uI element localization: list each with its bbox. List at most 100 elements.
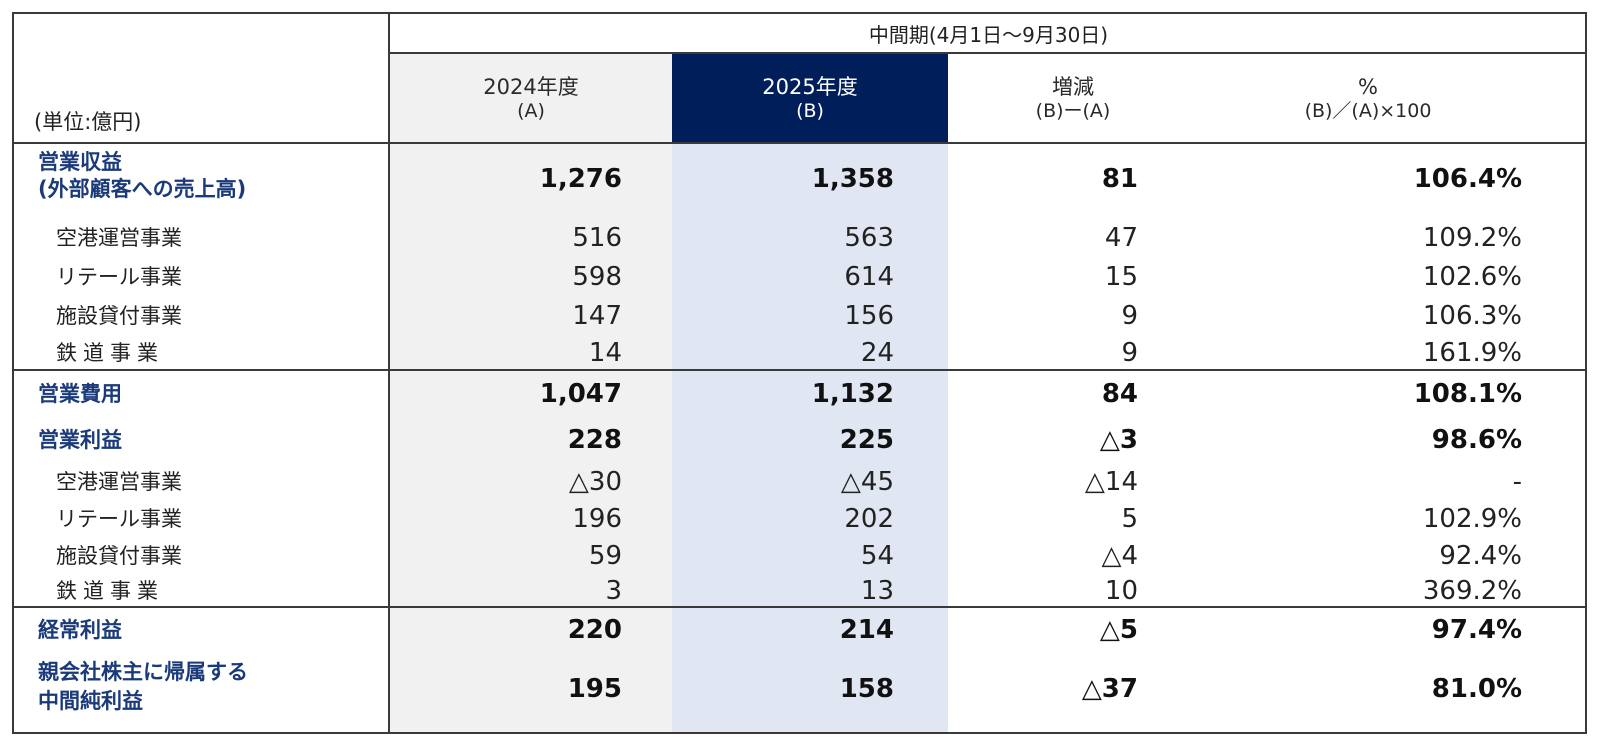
table-row-retail-revenue: リテール事業 598 614 15 102.6%: [14, 259, 1585, 297]
cell-2025: 563: [844, 223, 894, 253]
column-b-background: [672, 144, 948, 732]
row-label: 営業利益: [38, 428, 122, 452]
cell-2024: 1,276: [539, 164, 622, 194]
table-row-retail-income: リテール事業 196 202 5 102.9%: [14, 502, 1585, 538]
cell-2024: △30: [568, 467, 622, 497]
cell-change: △4: [1101, 541, 1138, 571]
column-b-header-background: [672, 54, 948, 144]
table-row-operating-revenue: 営業収益 (外部顧客への売上高) 1,276 1,358 81 106.4%: [14, 146, 1585, 216]
cell-2025: 158: [839, 674, 894, 704]
cell-2025: 156: [844, 301, 894, 331]
table-row-railway-revenue: 鉄道事業 14 24 9 161.9%: [14, 337, 1585, 369]
table-row-airport-revenue: 空港運営事業 516 563 47 109.2%: [14, 220, 1585, 258]
column-header-percent: % (B)／(A)×100: [1198, 54, 1538, 144]
cell-2024: 147: [572, 301, 622, 331]
cell-2025: 1,132: [811, 379, 894, 409]
cell-percent: 81.0%: [1431, 674, 1522, 704]
cell-change: 84: [1101, 379, 1138, 409]
table-row-net-income: 親会社株主に帰属する 中間純利益 195 158 △37 81.0%: [14, 656, 1585, 730]
column-title: 増減: [1052, 75, 1094, 99]
cell-change: △5: [1099, 615, 1138, 645]
cell-2024: 195: [567, 674, 622, 704]
cell-percent: 369.2%: [1422, 576, 1522, 606]
cell-2024: 228: [567, 425, 622, 455]
cell-change: △37: [1081, 674, 1138, 704]
column-title: 2025年度: [762, 75, 858, 99]
row-label: 施設貸付事業: [56, 544, 182, 568]
period-header-divider: [388, 52, 1585, 54]
table-row-ordinary-income: 経常利益 220 214 △5 97.4%: [14, 612, 1585, 654]
cell-change: 5: [1121, 504, 1138, 534]
table-row-operating-expenses: 営業費用 1,047 1,132 84 108.1%: [14, 375, 1585, 417]
cell-2025: 1,358: [811, 164, 894, 194]
table-row-facility-income: 施設貸付事業 59 54 △4 92.4%: [14, 539, 1585, 575]
cell-2024: 59: [588, 541, 622, 571]
column-header-2025: 2025年度 (B): [672, 54, 948, 144]
column-header-2024: 2024年度 (A): [390, 54, 672, 144]
cell-percent: 92.4%: [1439, 541, 1522, 571]
table-row-airport-income: 空港運営事業 △30 △45 △14 -: [14, 465, 1585, 501]
row-label: 鉄道事業: [56, 341, 164, 365]
cell-change: △14: [1084, 467, 1138, 497]
cell-percent: 106.4%: [1413, 164, 1522, 194]
column-subtitle: (A): [517, 100, 545, 122]
header-body-divider: [14, 142, 1585, 144]
cell-2024: 516: [572, 223, 622, 253]
cell-percent: 97.4%: [1431, 615, 1522, 645]
row-label: 施設貸付事業: [56, 304, 182, 328]
row-label-line2: (外部顧客への売上高): [38, 177, 247, 201]
column-subtitle: (B)／(A)×100: [1304, 100, 1432, 122]
period-header: 中間期(4月1日～9月30日): [868, 22, 1109, 47]
section-divider-operating: [14, 606, 1585, 608]
cell-change: 9: [1121, 301, 1138, 331]
cell-change: 47: [1104, 223, 1138, 253]
cell-2025: 54: [860, 541, 894, 571]
cell-2025: 13: [860, 576, 894, 606]
row-label: 空港運営事業: [56, 470, 182, 494]
cell-2024: 14: [588, 338, 622, 368]
cell-percent: 109.2%: [1422, 223, 1522, 253]
row-label: 営業費用: [38, 382, 122, 406]
cell-percent: 102.6%: [1422, 262, 1522, 292]
label-column-divider: [388, 14, 390, 732]
cell-2025: 214: [839, 615, 894, 645]
row-label: 空港運営事業: [56, 226, 182, 250]
table-row-operating-income: 営業利益 228 225 △3 98.6%: [14, 421, 1585, 463]
row-label-line2: 中間純利益: [38, 689, 143, 713]
cell-2025: △45: [840, 467, 894, 497]
row-label: 営業収益: [38, 150, 122, 174]
cell-change: 10: [1104, 576, 1138, 606]
cell-percent: 161.9%: [1422, 338, 1522, 368]
row-label: 親会社株主に帰属する: [38, 660, 248, 684]
unit-label: (単位:億円): [34, 110, 142, 134]
cell-2024: 3: [605, 576, 622, 606]
cell-change: 15: [1104, 262, 1138, 292]
column-subtitle: (B): [796, 100, 824, 122]
cell-percent: 98.6%: [1431, 425, 1522, 455]
cell-2025: 225: [839, 425, 894, 455]
column-a-background: [390, 54, 672, 732]
column-title: %: [1358, 75, 1378, 99]
cell-change: 9: [1121, 338, 1138, 368]
row-label: リテール事業: [56, 507, 182, 531]
financial-results-table: 中間期(4月1日～9月30日) (単位:億円) 2024年度 (A) 2025年…: [12, 12, 1587, 734]
row-label: 鉄道事業: [56, 579, 164, 603]
section-divider-revenue: [14, 369, 1585, 371]
cell-percent: 102.9%: [1422, 504, 1522, 534]
cell-2025: 614: [844, 262, 894, 292]
column-title: 2024年度: [483, 75, 579, 99]
cell-change: △3: [1099, 425, 1138, 455]
cell-2025: 24: [860, 338, 894, 368]
table-row-railway-income: 鉄道事業 3 13 10 369.2%: [14, 576, 1585, 606]
cell-2024: 196: [572, 504, 622, 534]
cell-2025: 202: [844, 504, 894, 534]
row-label: 経常利益: [38, 618, 122, 642]
cell-2024: 220: [567, 615, 622, 645]
cell-change: 81: [1101, 164, 1138, 194]
column-header-change: 増減 (B)ー(A): [948, 54, 1198, 144]
table-row-facility-revenue: 施設貸付事業 147 156 9 106.3%: [14, 298, 1585, 336]
cell-percent: 108.1%: [1413, 379, 1522, 409]
cell-percent: 106.3%: [1422, 301, 1522, 331]
row-label: リテール事業: [56, 265, 182, 289]
cell-2024: 1,047: [539, 379, 622, 409]
